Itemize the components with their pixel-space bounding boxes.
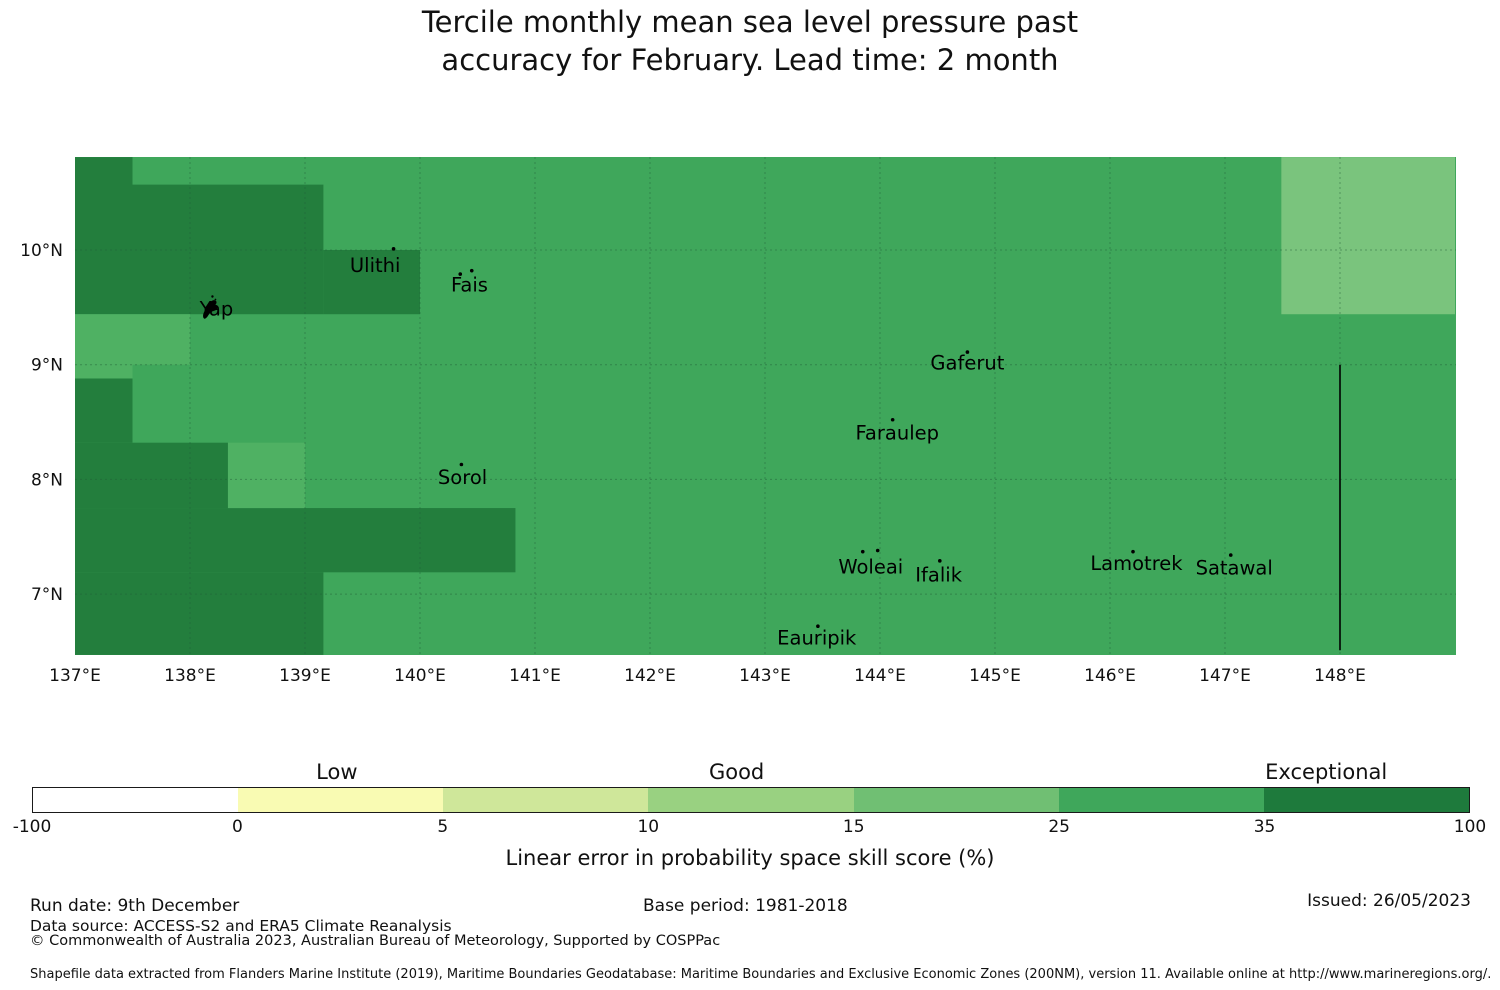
x-tick-label: 145°E [969, 666, 1021, 686]
x-tick-label: 139°E [279, 666, 331, 686]
chart-title: Tercile monthly mean sea level pressure … [0, 3, 1500, 79]
map-area: Yap Ulithi Fais Sorol Gaferut Faraulep Woleai I… [75, 157, 1456, 655]
island-dot-yap [214, 298, 217, 301]
chart-title-line1: Tercile monthly mean sea level pressure … [421, 5, 1079, 39]
colorbar-category-good: Good [708, 760, 765, 784]
y-tick-label: 10°N [20, 241, 63, 261]
skill-patch-bin-35-100 [75, 572, 324, 655]
colorbar-segment-3 [648, 788, 854, 812]
colorbar-tick-0: 0 [232, 817, 243, 837]
colorbar-tick-5: 5 [437, 817, 449, 837]
footer-base-period: Base period: 1981-2018 [643, 896, 848, 916]
skill-patch-bin-35-100 [323, 250, 420, 315]
x-tick-label: 138°E [164, 666, 216, 686]
x-tick-label: 147°E [1199, 666, 1251, 686]
y-tick-label: 7°N [31, 585, 63, 605]
colorbar-segment-1 [238, 788, 444, 812]
island-label-sorol: Sorol [438, 466, 487, 489]
island-dot-fais [458, 272, 463, 276]
island-label-gaferut: Gaferut [930, 351, 1004, 374]
skill-patch-bin-35-100 [75, 157, 133, 315]
island-label-fais: Fais [451, 273, 488, 296]
colorbar-tick-35: 35 [1253, 817, 1276, 837]
footer-copyright: © Commonwealth of Australia 2023, Austra… [30, 933, 721, 949]
island-label-satawal: Satawal [1196, 557, 1273, 580]
island-dot-sorol [459, 462, 464, 467]
y-tick-label: 8°N [31, 470, 63, 490]
island-label-woleai: Woleai [838, 556, 903, 579]
skill-patch-bin-35-100 [75, 442, 228, 509]
colorbar-tick-100: 100 [1453, 817, 1487, 837]
footer-run-date: Run date: 9th December [30, 896, 240, 916]
chart-title-line2: accuracy for February. Lead time: 2 mont… [441, 43, 1059, 77]
colorbar-segment-5 [1058, 788, 1264, 812]
colorbar-segment-0 [33, 788, 239, 812]
island-dot-eauripik [816, 624, 820, 629]
x-tick-label: 141°E [509, 666, 561, 686]
x-tick-label: 148°E [1314, 666, 1366, 686]
island-label-ifalik: Ifalik [915, 564, 962, 587]
skill-patch-bin-35-100 [132, 184, 324, 315]
footer-shapefile-note: Shapefile data extracted from Flanders M… [30, 967, 1492, 982]
skill-patch-bin-15-25 [227, 442, 305, 509]
island-dot-gaferut [965, 350, 970, 354]
skill-patch-bin-15-25 [75, 314, 190, 365]
island-shape-yap [203, 300, 218, 319]
island-label-lamotrek: Lamotrek [1090, 552, 1183, 575]
footer-data-source: Data source: ACCESS-S2 and ERA5 Climate … [30, 917, 452, 935]
colorbar-segment-4 [853, 788, 1059, 812]
x-tick-label: 142°E [624, 666, 676, 686]
colorbar [32, 787, 1470, 813]
island-dot-ifalik [938, 559, 942, 563]
colorbar-tick--100: -100 [12, 817, 52, 837]
x-tick-label: 146°E [1084, 666, 1136, 686]
island-dot-woleai [875, 548, 880, 553]
colorbar-category-low: Low [316, 760, 358, 784]
island-dot-satawal [1228, 553, 1233, 557]
colorbar-tick-25: 25 [1048, 817, 1070, 837]
skill-patch-bin-35-100 [75, 378, 133, 443]
island-label-yap: Yap [199, 297, 234, 320]
x-tick-label: 137°E [49, 666, 101, 686]
colorbar-segment-2 [443, 788, 649, 812]
colorbar-category-exceptional: Exceptional [1265, 760, 1388, 784]
x-tick-label: 143°E [739, 666, 791, 686]
island-label-ulithi: Ulithi [350, 254, 401, 277]
x-tick-label: 144°E [854, 666, 906, 686]
island-dot-ulithi [391, 247, 396, 251]
island-dot-fais [469, 268, 474, 273]
colorbar-tick-10: 10 [637, 817, 660, 837]
island-dot-lamotrek [1131, 549, 1135, 554]
colorbar-axis-label: Linear error in probability space skill … [505, 846, 995, 870]
island-label-eauripik: Eauripik [777, 627, 857, 650]
footer-issued-date: Issued: 26/05/2023 [1307, 891, 1471, 911]
island-dot-woleai [860, 549, 865, 554]
x-tick-label: 140°E [394, 666, 446, 686]
colorbar-segment-6 [1263, 788, 1469, 812]
skill-patch-bin-35-100 [75, 508, 516, 573]
skill-patch-bin-15-25 [75, 364, 133, 379]
island-dot-yap [211, 295, 214, 298]
y-tick-label: 9°N [31, 356, 63, 376]
island-label-faraulep: Faraulep [856, 421, 940, 444]
colorbar-tick-15: 15 [842, 817, 865, 837]
skill-patch-bin-10-15 [1281, 157, 1455, 315]
island-dot-faraulep [890, 417, 895, 422]
